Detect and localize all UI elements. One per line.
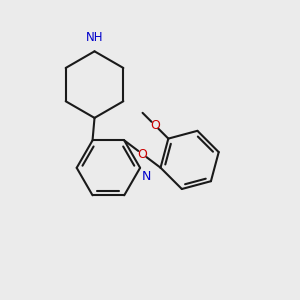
Text: N: N <box>142 170 152 183</box>
Text: O: O <box>137 148 147 160</box>
Text: O: O <box>150 119 160 132</box>
Text: NH: NH <box>86 31 103 44</box>
